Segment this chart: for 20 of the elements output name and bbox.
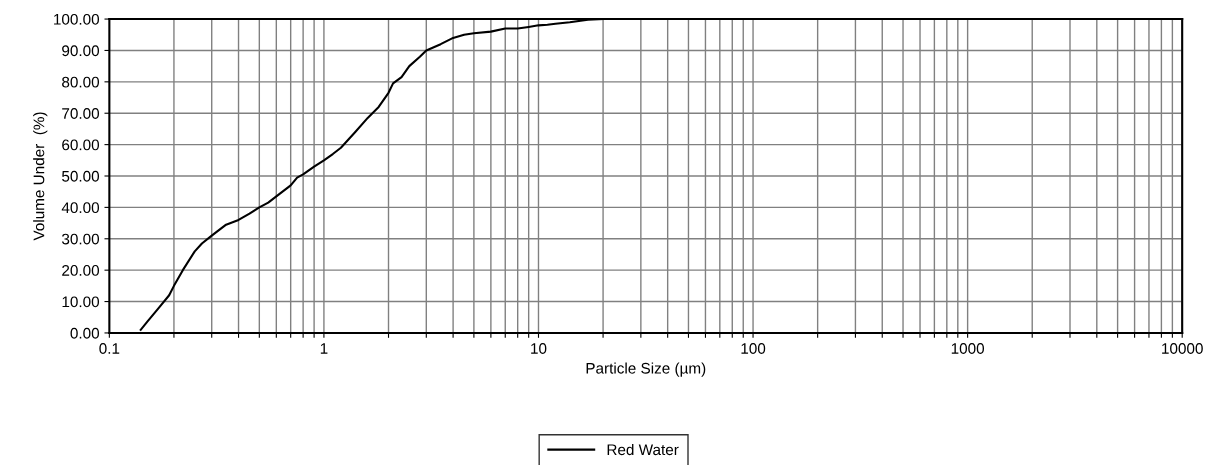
y-tick-label: 100.00 [54,13,100,25]
y-tick-label: 10.00 [62,296,100,308]
x-tick-label: 10000 [1162,343,1203,354]
y-tick-label: 0.00 [70,327,100,339]
y-tick-label: 20.00 [62,265,100,276]
x-tick-label: 100 [741,343,766,354]
x-tick-label: 0.1 [99,343,120,354]
x-axis-title: Particle Size (µm) [586,362,706,377]
x-tick-label: 10 [531,343,547,354]
y-tick-label: 60.00 [62,139,100,151]
y-tick-label: 80.00 [62,76,100,88]
y-tick-label: 30.00 [61,233,100,245]
y-tick-label: 50.00 [62,170,100,182]
legend-label: Red Water [607,443,679,456]
y-tick-label: 40.00 [61,202,100,214]
x-tick-label: 1 [320,343,328,354]
x-tick-label: 1000 [951,343,985,354]
y-axis-title: Volume Under (%) [33,112,48,241]
y-tick-label: 70.00 [62,108,100,119]
y-tick-label: 90.00 [62,45,100,57]
